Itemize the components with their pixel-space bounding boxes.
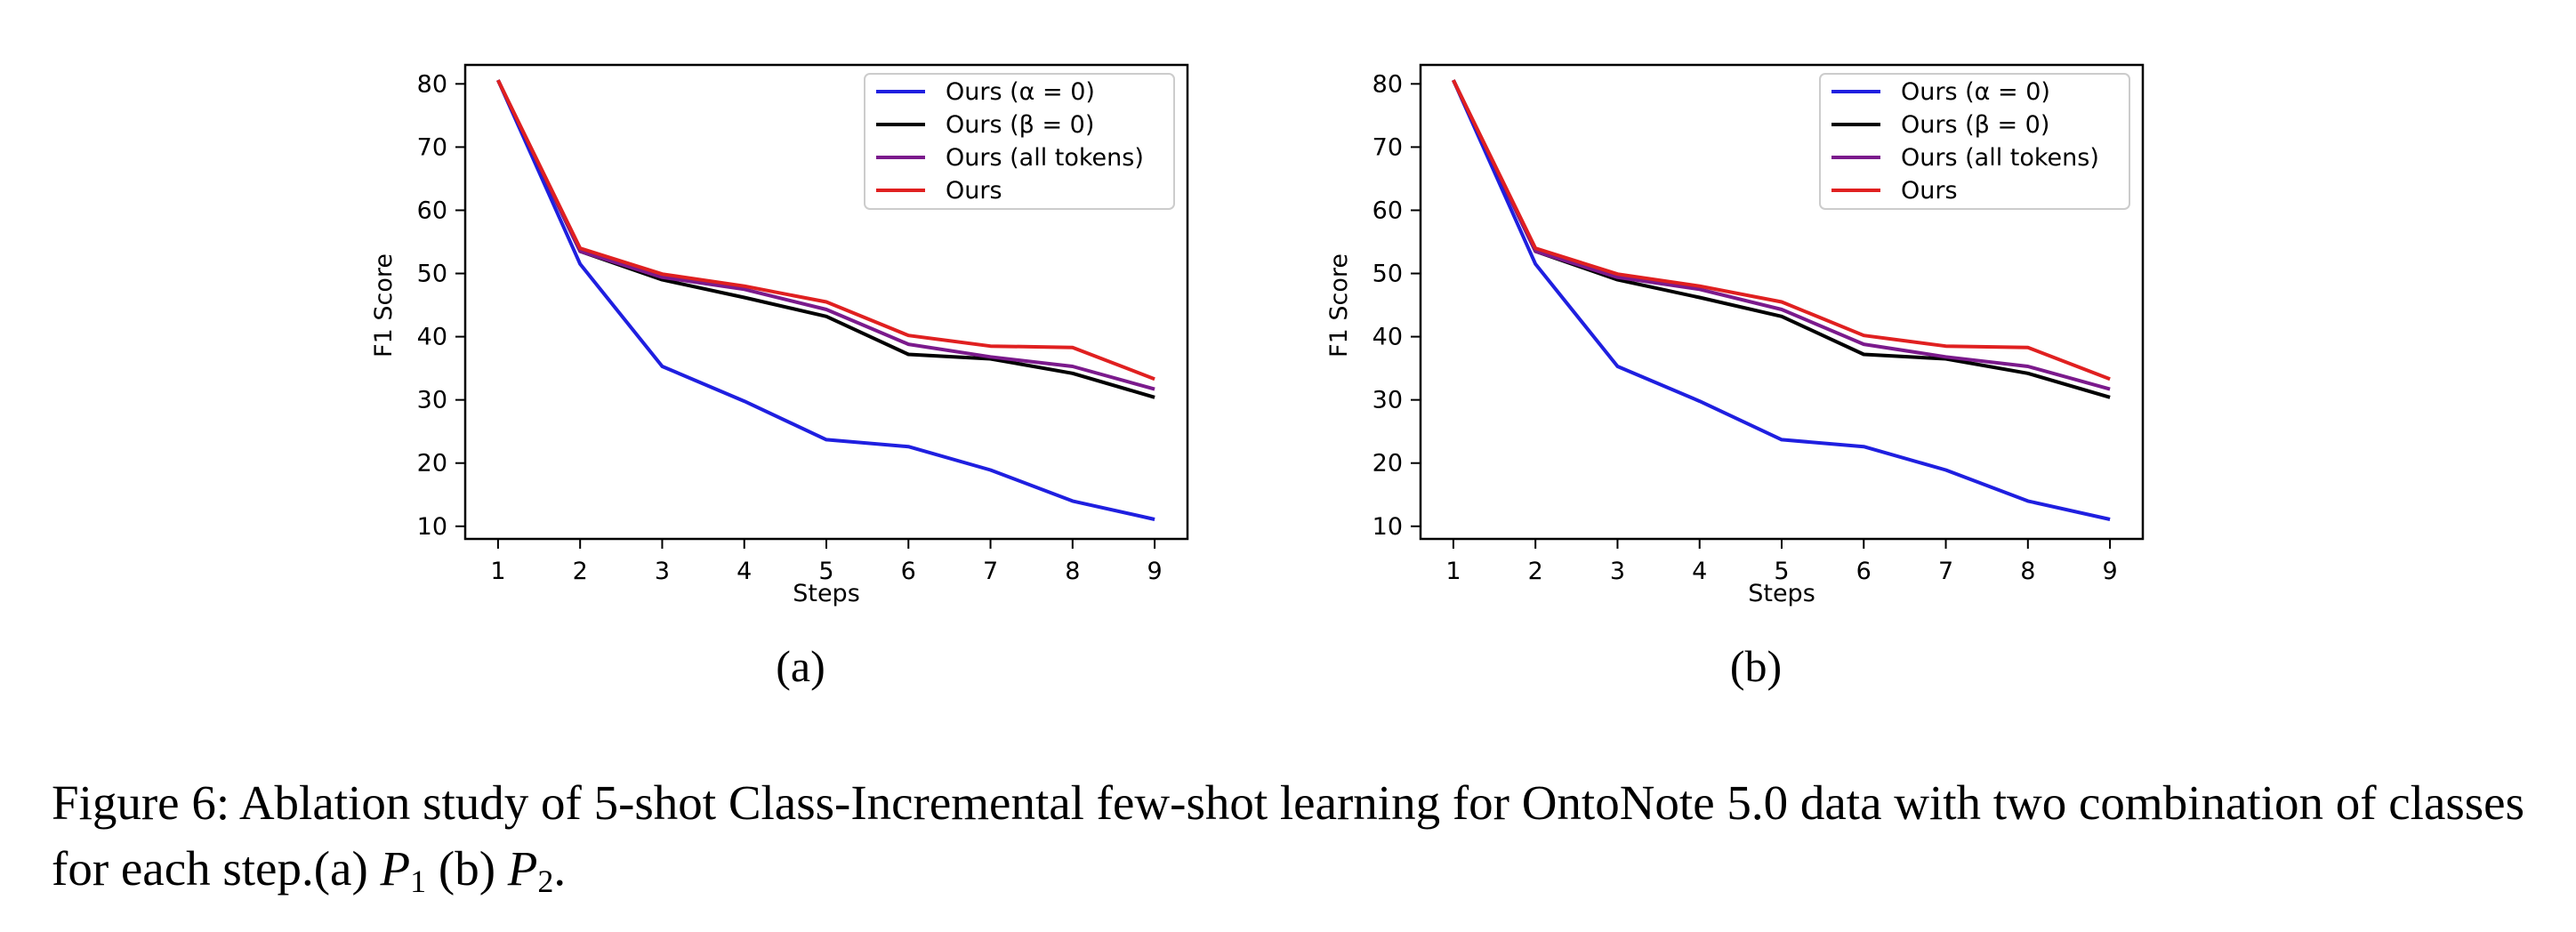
legend-label-b-0: Ours (α = 0) bbox=[1901, 78, 2050, 106]
legend-box-b bbox=[1819, 73, 2130, 210]
y-tick-label-a-5: 60 bbox=[417, 197, 447, 224]
legend-label-a-2: Ours (all tokens) bbox=[946, 144, 1144, 172]
legend-label-a-3: Ours bbox=[946, 177, 1002, 205]
chart-a: 1 2 3 4 5 6 7 8 9 10 20 30 40 50 60 70 80 Steps F1 Score Ou… bbox=[370, 63, 1189, 607]
y-tick-label-b-7: 80 bbox=[1373, 70, 1403, 98]
series-line-b-2 bbox=[1452, 79, 2111, 391]
y-tick-label-b-3: 40 bbox=[1373, 324, 1403, 351]
x-tick-label-b-2: 3 bbox=[1610, 558, 1625, 585]
y-tick-label-a-7: 80 bbox=[417, 70, 447, 98]
subfigure-label-b: (b) bbox=[1729, 641, 1783, 691]
subfigure-label-a: (a) bbox=[776, 641, 825, 691]
series-line-b-3 bbox=[1452, 79, 2111, 382]
y-axis-label-b: F1 Score bbox=[1325, 253, 1353, 358]
y-tick-label-b-0: 10 bbox=[1373, 513, 1403, 541]
x-tick-label-b-1: 2 bbox=[1528, 558, 1543, 585]
x-tick-label-a-2: 3 bbox=[655, 558, 670, 585]
series-line-a-3 bbox=[496, 79, 1155, 382]
y-tick-label-b-5: 60 bbox=[1373, 197, 1403, 224]
caption-p2: P bbox=[507, 841, 538, 896]
series-line-a-0 bbox=[496, 79, 1155, 521]
caption-mid: (b) bbox=[426, 841, 508, 896]
legend-b: Ours (α = 0) Ours (β = 0) Ours (all tokens… bbox=[1819, 73, 2130, 210]
chart-b: 1 2 3 4 5 6 7 8 9 10 20 30 40 50 60 70 80 Steps F1 Score Ou… bbox=[1325, 63, 2145, 607]
caption-prefix: Figure 6: Ablation study of 5-shot Class… bbox=[52, 775, 2524, 896]
x-tick-label-b-7: 8 bbox=[2020, 558, 2035, 585]
legend-label-b-2: Ours (all tokens) bbox=[1901, 144, 2099, 172]
y-tick-label-b-2: 30 bbox=[1373, 387, 1403, 414]
x-axis-label-b: Steps bbox=[1748, 580, 1815, 607]
legend-box-a bbox=[864, 73, 1175, 210]
y-tick-label-a-1: 20 bbox=[417, 450, 447, 478]
legend-label-b-3: Ours bbox=[1901, 177, 1958, 205]
series-line-b-0 bbox=[1452, 79, 2111, 521]
x-axis-label-a: Steps bbox=[793, 580, 860, 607]
x-tick-label-a-1: 2 bbox=[573, 558, 588, 585]
x-tick-label-a-7: 8 bbox=[1065, 558, 1080, 585]
y-axis-label-a: F1 Score bbox=[370, 253, 398, 358]
caption-p1-sub: 1 bbox=[410, 864, 427, 899]
legend-a: Ours (α = 0) Ours (β = 0) Ours (all tokens… bbox=[864, 73, 1175, 210]
x-tick-label-b-8: 9 bbox=[2102, 558, 2117, 585]
y-tick-label-a-2: 30 bbox=[417, 387, 447, 414]
figure-caption: Figure 6: Ablation study of 5-shot Class… bbox=[52, 770, 2542, 914]
caption-suffix: . bbox=[553, 841, 567, 896]
y-tick-label-b-1: 20 bbox=[1373, 450, 1403, 478]
x-tick-label-a-4: 5 bbox=[818, 558, 833, 585]
legend-label-b-1: Ours (β = 0) bbox=[1901, 111, 2049, 139]
caption-p2-sub: 2 bbox=[537, 864, 554, 899]
x-tick-label-b-3: 4 bbox=[1692, 558, 1707, 585]
x-tick-label-b-0: 1 bbox=[1445, 558, 1461, 585]
y-tick-label-b-4: 50 bbox=[1373, 261, 1403, 288]
x-tick-label-b-5: 6 bbox=[1856, 558, 1872, 585]
y-tick-label-a-6: 70 bbox=[417, 133, 447, 161]
x-tick-label-a-6: 7 bbox=[983, 558, 998, 585]
x-tick-label-b-6: 7 bbox=[1938, 558, 1953, 585]
y-tick-label-a-3: 40 bbox=[417, 324, 447, 351]
caption-p1: P bbox=[380, 841, 411, 896]
y-tick-label-a-0: 10 bbox=[417, 513, 447, 541]
legend-label-a-1: Ours (β = 0) bbox=[946, 111, 1094, 139]
x-tick-label-a-5: 6 bbox=[901, 558, 916, 585]
legend-label-a-0: Ours (α = 0) bbox=[946, 78, 1095, 106]
x-tick-label-a-0: 1 bbox=[490, 558, 505, 585]
y-tick-label-b-6: 70 bbox=[1373, 133, 1403, 161]
series-line-a-2 bbox=[496, 79, 1155, 391]
x-tick-label-b-4: 5 bbox=[1774, 558, 1789, 585]
y-tick-label-a-4: 50 bbox=[417, 261, 447, 288]
x-tick-label-a-3: 4 bbox=[737, 558, 752, 585]
x-tick-label-a-8: 9 bbox=[1147, 558, 1162, 585]
